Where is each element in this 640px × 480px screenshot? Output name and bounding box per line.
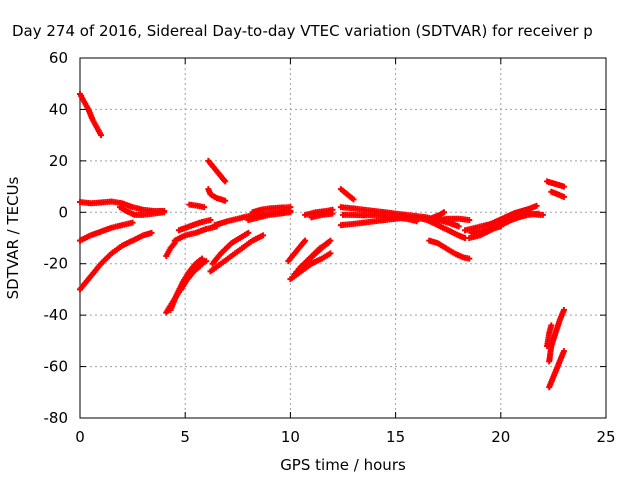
y-axis-label: SDTVAR / TECUs [4, 176, 22, 299]
data-point [413, 218, 420, 225]
data-point [560, 348, 567, 355]
data-series [209, 229, 252, 267]
data-series [205, 157, 229, 185]
y-tick-labels: -80 -60 -40 -20 0 20 40 60 [44, 49, 69, 427]
data-point [196, 263, 203, 270]
x-axis-label: GPS time / hours [280, 456, 406, 474]
data-point [199, 255, 206, 262]
data-point [203, 258, 210, 265]
x-tick-label: 5 [180, 428, 190, 446]
axis-ticks [79, 57, 607, 419]
data-point [440, 209, 447, 216]
data-point [325, 240, 332, 247]
y-tick-label: 60 [49, 49, 68, 67]
data-points [77, 91, 567, 391]
data-series [337, 186, 357, 203]
data-point [327, 250, 334, 257]
data-series [544, 322, 555, 349]
data-point [287, 209, 294, 216]
data-point [466, 217, 473, 223]
data-point [287, 204, 294, 211]
data-series [285, 237, 309, 265]
data-series [518, 210, 546, 218]
data-point [329, 210, 336, 217]
data-series [434, 215, 473, 223]
data-point [302, 237, 309, 244]
y-tick-label: -60 [44, 358, 69, 376]
data-series [468, 223, 504, 236]
data-point [497, 223, 504, 230]
data-point [533, 202, 540, 209]
data-series [424, 209, 447, 223]
data-point [539, 211, 546, 218]
data-series [77, 219, 136, 244]
data-point [560, 193, 567, 200]
data-point [560, 307, 567, 313]
data-point [245, 229, 252, 236]
chart-title: Day 274 of 2016, Sidereal Day-to-day VTE… [12, 22, 593, 40]
x-tick-label: 10 [281, 428, 300, 446]
data-series [245, 209, 294, 223]
data-series [548, 188, 567, 200]
data-point [129, 219, 136, 226]
data-series [171, 223, 220, 244]
data-series [77, 91, 105, 139]
data-series [186, 201, 208, 211]
data-point [548, 322, 555, 329]
y-tick-label: -40 [44, 306, 69, 324]
data-point [560, 183, 567, 190]
x-tick-labels: 0 5 10 15 20 25 [75, 428, 615, 446]
data-point [222, 197, 229, 204]
data-point [350, 196, 357, 203]
data-point [201, 204, 208, 211]
data-point [207, 217, 214, 223]
data-point [148, 229, 155, 236]
data-series [544, 178, 567, 190]
data-series [163, 240, 178, 259]
y-tick-label: -80 [44, 409, 69, 427]
y-tick-label: -20 [44, 255, 69, 273]
data-series [77, 229, 155, 293]
x-tick-label: 15 [386, 428, 405, 446]
data-series [295, 240, 332, 272]
y-tick-label: 20 [49, 152, 68, 170]
data-series [426, 237, 473, 262]
data-series [546, 307, 567, 365]
data-series [287, 250, 334, 283]
data-point [222, 178, 229, 185]
data-series [77, 198, 168, 214]
data-series [546, 348, 567, 391]
data-point [260, 232, 267, 239]
data-point [455, 223, 462, 230]
data-series [175, 217, 214, 234]
data-series [177, 263, 203, 293]
data-series [207, 232, 267, 275]
data-series [116, 204, 168, 218]
x-tick-label: 20 [491, 428, 510, 446]
data-point [466, 255, 473, 262]
x-tick-label: 25 [596, 428, 615, 446]
data-point [161, 209, 168, 216]
data-series [308, 210, 336, 221]
data-series [205, 186, 229, 204]
y-tick-label: 40 [49, 100, 68, 118]
grid [80, 58, 606, 418]
plot-frame [79, 57, 607, 419]
y-tick-label: 0 [58, 203, 68, 221]
data-series [340, 211, 420, 225]
data-point [98, 132, 105, 139]
data-series [249, 204, 294, 216]
x-tick-label: 0 [75, 428, 85, 446]
